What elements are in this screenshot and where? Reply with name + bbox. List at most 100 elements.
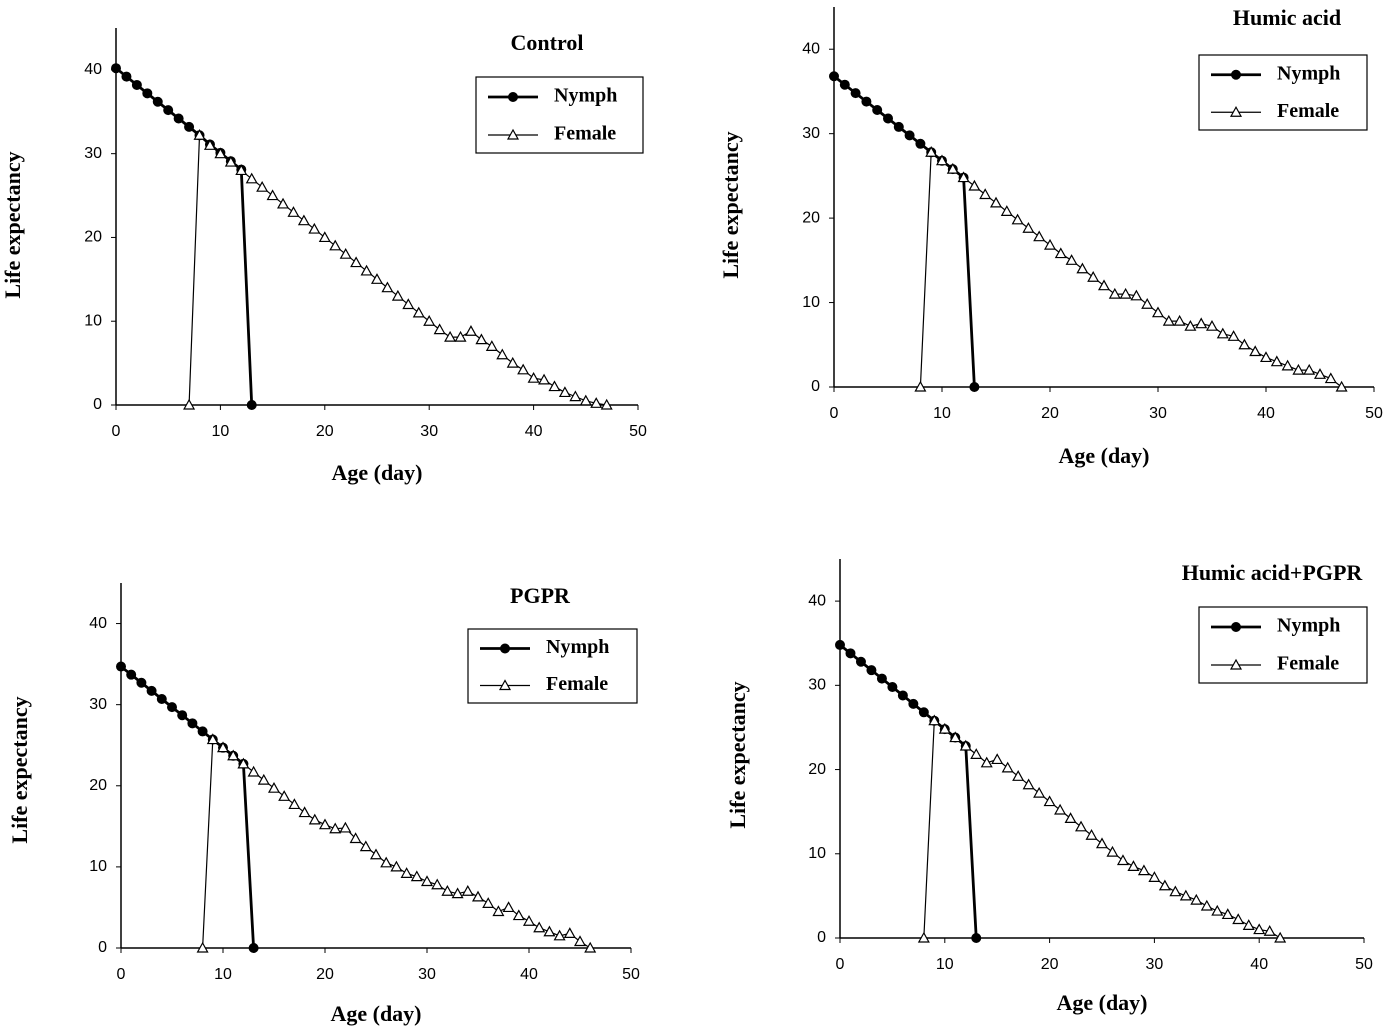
marker [522, 914, 536, 926]
y-tick-label: 10 [89, 858, 107, 875]
marker [1141, 298, 1154, 309]
marker [855, 656, 866, 667]
x-tick-label: 40 [520, 966, 538, 983]
y-tick-label: 20 [89, 777, 107, 794]
marker [861, 96, 872, 107]
marker [1033, 230, 1046, 242]
marker [1054, 803, 1067, 815]
marker [502, 901, 515, 913]
marker [246, 400, 257, 410]
marker [1158, 879, 1171, 891]
marker [1274, 931, 1287, 943]
marker [1065, 254, 1078, 265]
marker [959, 739, 972, 751]
marker [350, 256, 363, 268]
marker [928, 714, 941, 726]
series-line [120, 665, 255, 949]
marker [1211, 904, 1224, 916]
marker [1292, 363, 1305, 375]
legend-marker [1231, 69, 1241, 80]
marker [1000, 205, 1013, 216]
marker [1263, 925, 1276, 936]
marker [1106, 845, 1119, 857]
y-tick-label: 20 [802, 209, 820, 226]
marker [1242, 919, 1255, 930]
marker [235, 164, 248, 176]
legend [1198, 54, 1368, 131]
marker [925, 146, 938, 157]
marker [1001, 761, 1014, 773]
legend-label: Nymph [546, 636, 609, 658]
legend-label: Nymph [554, 85, 617, 107]
marker [318, 231, 331, 243]
x-tick-label: 0 [112, 423, 121, 440]
x-tick-label: 20 [316, 423, 334, 440]
x-tick-label: 20 [1041, 405, 1059, 422]
y-tick-label: 40 [802, 40, 820, 57]
marker [1169, 885, 1182, 897]
marker [482, 897, 495, 908]
marker [152, 96, 163, 107]
marker [177, 710, 188, 721]
marker [131, 79, 142, 90]
marker [1022, 222, 1035, 233]
marker [1076, 262, 1089, 274]
marker [1200, 899, 1213, 911]
y-tick-label: 0 [98, 939, 107, 956]
marker [918, 707, 929, 718]
marker [979, 188, 992, 200]
y-tick-label: 20 [808, 761, 826, 778]
marker [1253, 923, 1266, 935]
marker [206, 733, 219, 745]
marker [423, 314, 436, 326]
y-axis-label: Life expectancy [7, 696, 32, 843]
y-tick-label: 0 [93, 396, 102, 413]
y-tick-label: 0 [811, 378, 820, 395]
marker [380, 856, 393, 868]
marker [548, 380, 561, 392]
marker [288, 798, 301, 810]
marker [1085, 829, 1098, 840]
marker [914, 380, 927, 392]
marker [866, 665, 877, 676]
legend-label: Female [554, 123, 616, 145]
marker [917, 931, 930, 943]
marker [1130, 289, 1143, 301]
marker [464, 325, 477, 336]
y-tick-label: 10 [84, 312, 102, 329]
marker [915, 138, 926, 149]
x-tick-label: 0 [836, 956, 845, 973]
marker [475, 333, 488, 345]
marker [390, 860, 403, 872]
marker [1216, 327, 1229, 339]
marker [938, 722, 951, 734]
marker [214, 147, 227, 159]
marker [121, 71, 132, 82]
marker [1108, 287, 1121, 299]
marker [971, 933, 982, 943]
marker [829, 71, 839, 82]
marker [381, 281, 394, 293]
legend [475, 76, 644, 154]
marker [1179, 889, 1192, 901]
marker [329, 239, 342, 251]
x-axis-label: Age (day) [330, 1001, 421, 1026]
marker [247, 765, 260, 777]
y-axis-label: Life expectancy [0, 151, 25, 298]
marker [872, 105, 883, 116]
marker [1043, 238, 1057, 250]
marker [1238, 338, 1251, 350]
marker [224, 155, 237, 167]
marker [329, 822, 342, 834]
marker [454, 330, 467, 342]
marker [433, 323, 446, 335]
marker [173, 113, 184, 124]
series-line [919, 151, 1342, 388]
marker [267, 781, 281, 793]
marker [1151, 306, 1165, 318]
series-line [839, 643, 978, 939]
panel: 0 10 20 30 40 50 0 10 20 30 40 Control Age (day) Life… [0, 28, 647, 485]
marker [876, 673, 887, 684]
marker [496, 348, 509, 360]
marker [492, 905, 505, 917]
